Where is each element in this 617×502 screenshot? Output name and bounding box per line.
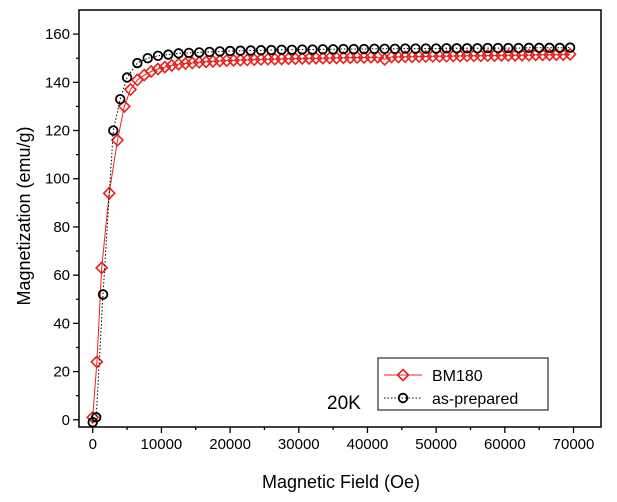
data-point — [563, 47, 577, 61]
y-axis-label: Magnetization (emu/g) — [14, 126, 34, 305]
x-tick-label: 50000 — [415, 436, 457, 453]
data-point — [95, 261, 109, 275]
y-tick-label: 160 — [45, 26, 70, 43]
data-point — [193, 47, 205, 58]
y-tick-label: 100 — [45, 171, 70, 188]
y-tick-label: 80 — [53, 219, 70, 236]
data-point — [348, 43, 359, 55]
data-point — [90, 355, 104, 369]
data-point — [115, 93, 126, 105]
data-point — [410, 43, 421, 54]
data-point — [214, 46, 226, 57]
y-tick-label: 60 — [53, 267, 70, 284]
y-tick-label: 120 — [45, 123, 70, 140]
x-tick-label: 70000 — [553, 436, 595, 453]
series-layer — [86, 42, 577, 428]
data-point — [307, 44, 318, 55]
data-point — [90, 412, 102, 423]
data-point — [338, 43, 349, 55]
data-point — [441, 43, 452, 54]
data-point — [171, 57, 186, 71]
x-tick-label: 60000 — [484, 436, 526, 453]
legend-marker-bm180 — [396, 368, 410, 382]
data-point — [224, 45, 236, 57]
data-point — [533, 42, 545, 54]
data-point — [379, 43, 390, 55]
data-point — [173, 48, 184, 59]
data-point — [132, 57, 143, 69]
data-point — [564, 42, 576, 53]
y-tick-label: 140 — [45, 74, 70, 91]
data-point — [204, 46, 215, 58]
data-point — [430, 43, 442, 54]
data-point — [117, 99, 131, 114]
data-point — [482, 42, 493, 54]
data-point — [165, 58, 179, 73]
y-tick-label: 0 — [62, 412, 70, 429]
data-point — [378, 52, 392, 67]
data-point — [142, 53, 153, 64]
data-point — [523, 42, 535, 54]
data-point — [513, 42, 524, 54]
x-tick-label: 10000 — [141, 436, 183, 453]
data-point — [554, 42, 565, 54]
x-tick-label: 0 — [89, 436, 97, 453]
y-tick-label: 40 — [53, 315, 70, 332]
data-point — [461, 43, 473, 54]
series-line — [92, 47, 571, 423]
data-point — [144, 64, 158, 79]
data-point — [266, 44, 277, 56]
data-point — [123, 82, 138, 97]
data-point — [317, 44, 329, 55]
x-tick-label: 30000 — [278, 436, 320, 453]
x-axis-ticks: 0 10000 20000 30000 40000 50000 60000 70000 — [89, 427, 595, 453]
legend-label-as-prepared: as-prepared — [432, 391, 518, 408]
temperature-annotation: 20K — [327, 393, 361, 414]
data-point — [327, 44, 339, 55]
data-point — [110, 133, 125, 147]
legend-label-bm180: BM180 — [432, 368, 483, 385]
data-point — [369, 43, 380, 55]
data-point — [255, 45, 267, 56]
data-point — [97, 289, 109, 300]
series-1 — [87, 42, 576, 428]
plot-frame — [78, 9, 602, 428]
data-point — [420, 43, 432, 54]
data-point — [185, 56, 199, 70]
data-point — [163, 49, 174, 60]
data-point — [544, 42, 555, 54]
data-point — [158, 60, 172, 74]
legend-marker-as-prepared — [397, 392, 409, 404]
legend-box — [377, 357, 549, 411]
data-point — [276, 44, 287, 55]
data-point — [108, 125, 119, 136]
data-point — [245, 45, 256, 56]
x-axis-label: Magnetic Field (Oe) — [262, 472, 420, 492]
data-point — [183, 47, 195, 59]
legend: BM180 as-prepared — [377, 357, 549, 411]
data-point — [451, 43, 462, 54]
data-point — [472, 43, 483, 54]
data-point — [371, 50, 385, 64]
data-point — [286, 44, 298, 55]
data-point — [121, 72, 133, 83]
x-tick-label: 20000 — [209, 436, 251, 453]
data-point — [152, 50, 164, 61]
y-axis-ticks: 0 20 40 60 80 100 120 140 160 — [45, 26, 79, 429]
data-point — [151, 62, 165, 76]
data-point — [503, 42, 514, 54]
data-point — [235, 45, 246, 56]
x-tick-label: 40000 — [347, 436, 389, 453]
data-point — [389, 43, 401, 55]
data-point — [492, 42, 504, 54]
y-tick-label: 20 — [53, 364, 70, 381]
data-point — [297, 44, 308, 55]
data-point — [400, 43, 411, 54]
plot-area-border — [78, 9, 602, 428]
data-point — [358, 43, 370, 55]
